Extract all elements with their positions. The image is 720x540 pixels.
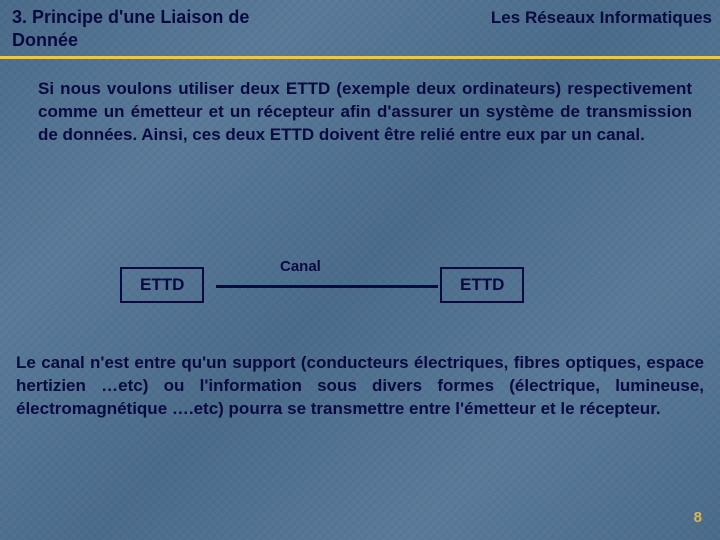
divider-line	[0, 56, 720, 59]
slide-header: 3. Principe d'une Liaison de Donnée Les …	[0, 0, 720, 51]
ettd-box-right: ETTD	[440, 267, 524, 303]
course-title: Les Réseaux Informatiques	[491, 6, 712, 28]
page-number: 8	[694, 509, 702, 526]
paragraph-2: Le canal n'est entre qu'un support (cond…	[16, 352, 704, 421]
section-title: 3. Principe d'une Liaison de Donnée	[12, 6, 312, 51]
liaison-diagram: ETTD Canal ETTD	[0, 255, 720, 315]
ettd-box-left: ETTD	[120, 267, 204, 303]
paragraph-1: Si nous voulons utiliser deux ETTD (exem…	[38, 78, 692, 147]
slide: 3. Principe d'une Liaison de Donnée Les …	[0, 0, 720, 540]
canal-label: Canal	[280, 258, 321, 275]
canal-line	[216, 285, 438, 288]
